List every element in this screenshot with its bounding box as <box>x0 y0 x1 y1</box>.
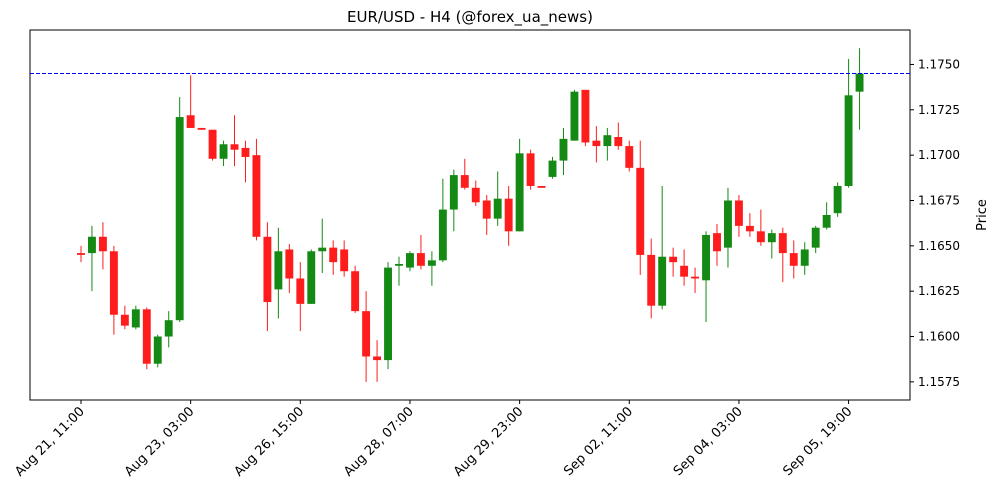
candle-body <box>252 155 261 237</box>
candle-body <box>822 215 831 228</box>
candle-body <box>482 200 491 219</box>
candle-body <box>384 267 392 361</box>
candle-body <box>669 256 678 263</box>
candle-body <box>109 251 118 315</box>
candle-body <box>329 247 338 263</box>
candle-body <box>449 175 458 210</box>
candle-body <box>471 187 480 203</box>
y-tick-label: 1.1575 <box>918 375 960 389</box>
candle-body <box>373 356 382 361</box>
y-tick-label: 1.1600 <box>918 330 960 344</box>
candle-body <box>625 146 634 168</box>
candle-body <box>745 225 754 232</box>
candle-body <box>197 127 206 130</box>
candle-body <box>614 137 623 147</box>
candle-body <box>581 89 590 143</box>
candle-body <box>855 73 864 92</box>
candle-body <box>493 198 502 219</box>
y-tick-label: 1.1750 <box>918 57 960 71</box>
candle-body <box>77 253 85 255</box>
candle-body <box>548 160 557 177</box>
candle-body <box>153 336 162 364</box>
candle-body <box>340 249 349 272</box>
candle-body <box>131 309 140 328</box>
candle-body <box>460 175 469 188</box>
y-axis-label: Price <box>975 199 990 231</box>
candle-body <box>537 185 546 188</box>
candle-body <box>406 253 414 268</box>
candle-body <box>778 233 787 254</box>
candle-body <box>241 147 250 157</box>
candle-body <box>844 95 853 186</box>
candle-body <box>362 311 371 357</box>
candle-body <box>647 254 656 306</box>
y-tick-label: 1.1650 <box>918 239 960 253</box>
candle-body <box>636 167 645 255</box>
candle-body <box>219 144 228 159</box>
y-tick-label: 1.1675 <box>918 193 960 207</box>
candle-body <box>767 233 776 243</box>
candle-body <box>230 144 239 150</box>
candle-body <box>318 247 327 252</box>
candle-body <box>691 276 700 279</box>
candle-body <box>263 236 272 303</box>
candle-body <box>680 265 689 277</box>
candle-body <box>438 209 447 261</box>
candle-body <box>734 200 743 226</box>
candle-body <box>526 153 535 186</box>
candle-body <box>833 185 842 214</box>
candle-body <box>570 91 579 141</box>
candle-body <box>416 253 425 266</box>
candle-body <box>307 251 316 304</box>
candle-body <box>98 236 107 252</box>
candle-body <box>559 138 568 161</box>
candle-body <box>789 253 798 266</box>
candle-body <box>164 320 173 337</box>
candle-body <box>713 233 721 252</box>
candle-body <box>811 227 820 248</box>
candle-body <box>427 260 436 266</box>
candle-body <box>186 115 195 128</box>
plot-frame <box>29 29 911 401</box>
candle-body <box>603 135 612 147</box>
candle-body <box>395 263 403 266</box>
candle-body <box>208 129 217 159</box>
candle-body <box>592 140 601 147</box>
candle-body <box>296 278 305 304</box>
candle-body <box>88 236 96 254</box>
y-tick-label: 1.1625 <box>918 284 960 298</box>
candle-body <box>515 153 524 232</box>
candle-body <box>756 231 765 243</box>
y-tick-label: 1.1700 <box>918 148 960 162</box>
candle-body <box>285 249 294 279</box>
candle-body <box>504 198 513 232</box>
candle-body <box>351 271 360 312</box>
candle-body <box>142 309 151 364</box>
candle-body <box>724 200 732 248</box>
chart-title: EUR/USD - H4 (@forex_ua_news) <box>347 8 593 27</box>
candle-body <box>274 251 283 290</box>
candle-body <box>800 249 809 266</box>
candle-body <box>120 314 129 326</box>
candle-body <box>658 256 667 306</box>
y-tick-label: 1.1725 <box>918 103 960 117</box>
candle-body <box>175 117 184 321</box>
candle-body <box>702 234 710 281</box>
